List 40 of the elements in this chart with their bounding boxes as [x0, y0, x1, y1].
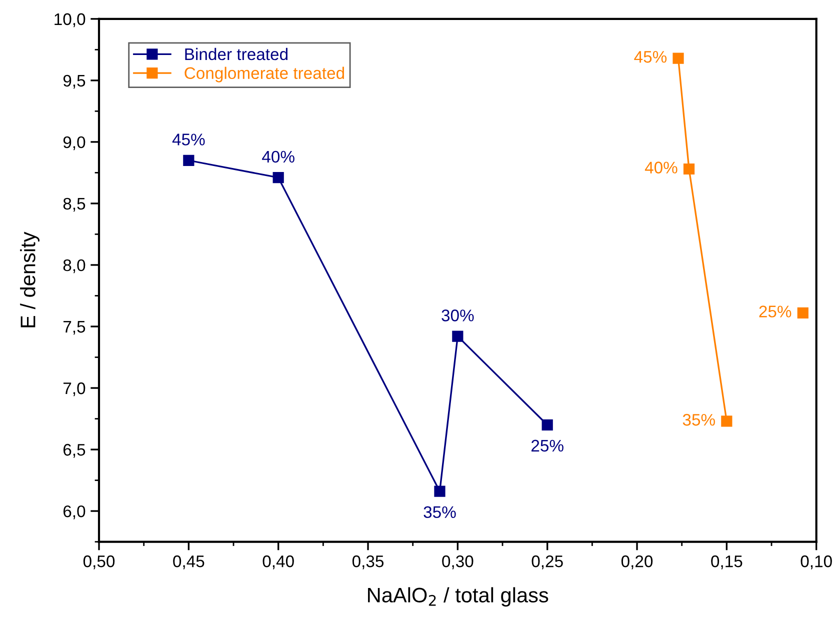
- y-tick-label: 9,5: [63, 74, 86, 89]
- annotation: 25%: [759, 306, 792, 318]
- legend-label: Binder treated: [185, 48, 288, 60]
- x-tick-label: 0,20: [621, 555, 653, 570]
- annotation: 35%: [424, 506, 456, 518]
- annotation: 25%: [532, 440, 564, 452]
- y-tick-label: 6,5: [63, 444, 86, 458]
- x-tick-label: 0,50: [83, 555, 115, 570]
- annotation: 30%: [442, 310, 474, 322]
- annotation: 45%: [634, 51, 667, 63]
- annotation: 40%: [644, 162, 678, 174]
- point: [797, 307, 808, 319]
- y-axis-title: E / density: [20, 232, 40, 328]
- x-tick-label: 0,10: [800, 555, 832, 570]
- point: [542, 419, 553, 430]
- x-tick-label: 0,45: [173, 555, 204, 570]
- y-tick-label: 7,0: [63, 382, 86, 396]
- legend-label: Conglomerate treated: [184, 66, 344, 82]
- annotation: 45%: [172, 134, 205, 146]
- annotation: 40%: [262, 150, 294, 163]
- x-tick-label: 0,40: [262, 555, 294, 570]
- point: [183, 154, 194, 166]
- x-axis-title: NaAlO$_{2}$ / total glass: [368, 587, 548, 607]
- y-tick-label: 6,0: [63, 505, 86, 520]
- point: [272, 172, 284, 184]
- x-tick-label: 0,30: [442, 555, 474, 570]
- y-tick-label: 9,0: [63, 136, 86, 150]
- point: [452, 330, 464, 342]
- y-tick-label: 8,0: [63, 259, 86, 274]
- annotation: 35%: [682, 414, 715, 426]
- y-tick-label: 10,0: [54, 13, 86, 28]
- x-tick-label: 0,35: [352, 555, 384, 570]
- x-tick-label: 0,25: [532, 555, 563, 570]
- y-tick-label: 7,5: [63, 321, 86, 335]
- point: [672, 52, 684, 64]
- point: [434, 486, 446, 497]
- point: [683, 163, 695, 175]
- y-tick-label: 8,5: [63, 198, 86, 212]
- point: [721, 416, 732, 427]
- x-tick-label: 0,15: [711, 555, 742, 570]
